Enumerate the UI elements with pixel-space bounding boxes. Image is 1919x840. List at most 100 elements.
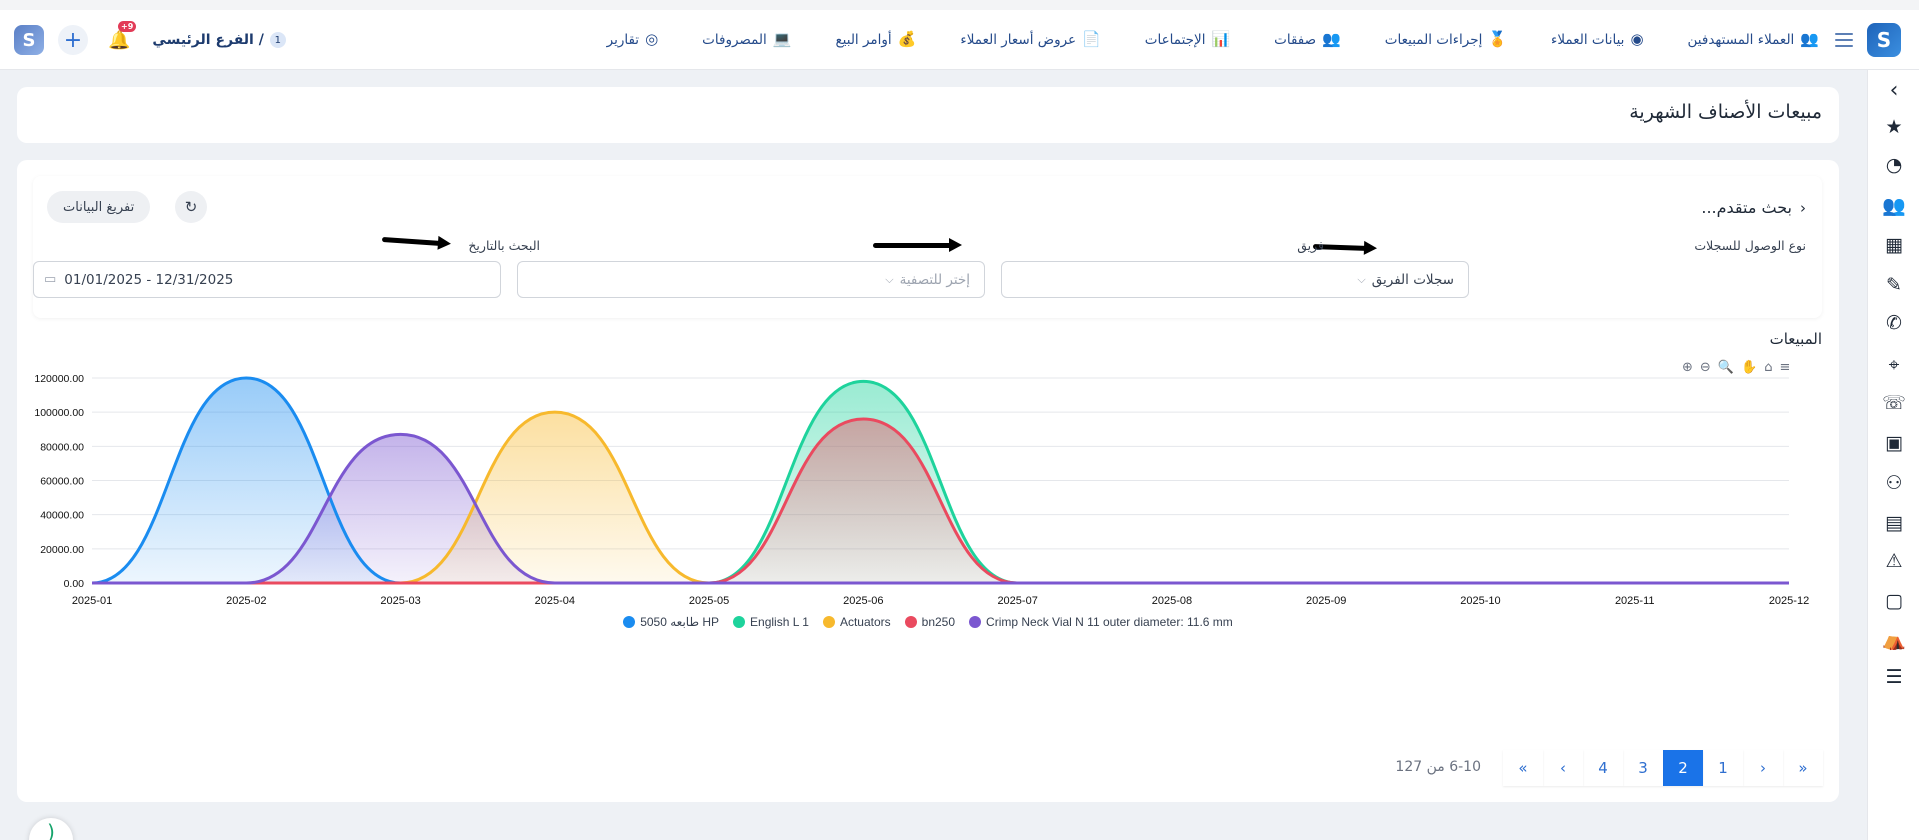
calendar-icon: ▭ (44, 272, 57, 287)
pagination: «‹ 1 2 3 4 ›» (1503, 750, 1823, 786)
chart-toolbar: ⊕ ⊖ 🔍 ✋ ⌂ ≡ (1682, 360, 1790, 375)
group-icon[interactable]: ⚇ (1885, 472, 1903, 494)
zoom-out-icon[interactable]: ⊖ (1699, 360, 1711, 375)
legend-label: English L 1 (750, 615, 809, 629)
y-tick-label: 100000.00 (34, 407, 84, 419)
menu-item-icon: 📄 (1082, 30, 1101, 48)
x-tick-label: 2025-01 (72, 595, 112, 607)
x-tick-label: 2025-06 (843, 595, 883, 607)
warning-icon[interactable]: ⚠ (1885, 550, 1903, 572)
video-icon[interactable]: ▢ (1885, 590, 1903, 612)
chevron-left-icon[interactable]: ‹ (1889, 78, 1899, 103)
home-icon[interactable]: ⌂ (1764, 360, 1773, 375)
dashboard-icon[interactable]: ◔ (1885, 154, 1903, 176)
chart-legend: 5050 طابعه HP English L 1 Actuators bn250 Cr… (17, 615, 1839, 629)
report-card: تفريغ البيانات ↻ ‹ بحث متقدم... نوع الوص… (17, 160, 1839, 802)
access-type-label: نوع الوصول للسجلات (1694, 238, 1806, 253)
menu-item-0[interactable]: 👥 العملاء المستهدفين (1688, 32, 1819, 48)
branch-label: الفرع الرئيسي / (152, 32, 264, 48)
y-tick-label: 80000.00 (40, 441, 84, 453)
branch-selector[interactable]: الفرع الرئيسي / 1 (152, 32, 286, 48)
y-tick-label: 60000.00 (40, 476, 84, 488)
menu-item-label: صفقات (1274, 31, 1317, 48)
support-fab-icon[interactable]: ) (29, 818, 73, 840)
x-tick-label: 2025-10 (1460, 595, 1500, 607)
menu-item-1[interactable]: ◉ بيانات العملاء (1551, 32, 1644, 48)
page-button-4[interactable]: 4 (1583, 750, 1623, 786)
legend-marker (904, 616, 917, 628)
y-tick-label: 120000.00 (34, 373, 84, 385)
document-icon[interactable]: ✎ (1886, 274, 1902, 296)
page-button-3[interactable]: 3 (1623, 750, 1663, 786)
menu-item-4[interactable]: 📊 الإجتماعات (1145, 32, 1230, 48)
legend-label: bn250 (921, 615, 956, 629)
star-icon[interactable]: ★ (1885, 116, 1903, 138)
legend-label: 5050 طابعه HP (640, 615, 720, 629)
app-logo[interactable]: S (1867, 22, 1901, 57)
bell-icon[interactable]: 🔔 +9 (108, 20, 137, 51)
menu-item-icon: 👥 (1322, 30, 1341, 48)
team-select[interactable]: إختر للتصفية ⌵ (517, 261, 985, 298)
annotation-arrow (381, 236, 443, 247)
next-page-button[interactable]: › (1543, 750, 1583, 786)
y-tick-label: 0.00 (64, 578, 85, 590)
menu-item-icon: 👥 (1800, 30, 1819, 48)
x-tick-label: 2025-02 (226, 595, 266, 607)
legend-item[interactable]: 5050 طابعه HP (623, 615, 719, 629)
menu-item-7[interactable]: 💻 المصروفات (702, 32, 791, 48)
date-range-input[interactable]: ▭ 01/01/2025 - 12/31/2025 (33, 261, 501, 298)
chart-menu-icon[interactable]: ≡ (1779, 360, 1791, 375)
x-tick-label: 2025-05 (689, 595, 729, 607)
secondary-logo-icon[interactable]: S (14, 25, 44, 55)
advanced-search-panel: تفريغ البيانات ↻ ‹ بحث متقدم... نوع الوص… (33, 176, 1822, 318)
legend-item[interactable]: Crimp Neck Vial N 11 outer diameter: 11.… (969, 615, 1233, 629)
first-page-button[interactable]: « (1783, 750, 1823, 786)
menu-item-6[interactable]: 💰 أوامر البيع (835, 32, 916, 48)
building-icon[interactable]: ▦ (1885, 234, 1903, 256)
last-page-button[interactable]: » (1503, 750, 1543, 786)
menu-item-label: تقارير (606, 31, 640, 48)
invoice-icon[interactable]: ☰ (1885, 666, 1903, 688)
pan-icon[interactable]: ✋ (1741, 360, 1758, 375)
menu-toggle-icon[interactable] (1835, 32, 1853, 47)
access-type-select[interactable]: سجلات الفريق ⌵ (1001, 261, 1469, 298)
menu-item-label: إجراءات المبيعات (1384, 31, 1483, 48)
legend-item[interactable]: English L 1 (733, 615, 809, 629)
chart-title: المبيعات (1769, 330, 1822, 348)
zoom-in-icon[interactable]: ⊕ (1682, 360, 1693, 375)
x-tick-label: 2025-03 (380, 595, 420, 607)
menu-item-2[interactable]: 🏅 إجراءات المبيعات (1385, 32, 1507, 48)
team-placeholder: إختر للتصفية (899, 271, 970, 288)
series-area-0 (92, 378, 1789, 583)
users-icon[interactable]: 👥 (1882, 195, 1906, 217)
target-icon[interactable]: ⌖ (1888, 354, 1900, 376)
page-button-1[interactable]: 1 (1703, 750, 1743, 786)
tent-icon[interactable]: ⛺ (1882, 629, 1906, 651)
menu-item-icon: ◉ (1630, 30, 1644, 48)
add-icon[interactable]: + (58, 25, 88, 55)
calendar-icon[interactable]: ▣ (1885, 432, 1903, 454)
money-icon[interactable]: ▤ (1885, 512, 1903, 534)
x-tick-label: 2025-04 (535, 595, 575, 607)
page-button-2[interactable]: 2 (1663, 750, 1703, 786)
pagination-range: 6-10 من 127 (1395, 759, 1481, 775)
menu-item-3[interactable]: 👥 صفقات (1274, 32, 1341, 48)
call-icon[interactable]: ☏ (1882, 392, 1906, 414)
x-tick-label: 2025-12 (1769, 595, 1809, 607)
export-data-button[interactable]: تفريغ البيانات (47, 191, 151, 223)
menu-item-icon: 📊 (1211, 30, 1231, 48)
advanced-search-toggle[interactable]: ‹ بحث متقدم... (1701, 198, 1806, 217)
menu-item-icon: 🏅 (1488, 30, 1508, 48)
phone-icon[interactable]: ✆ (1886, 312, 1902, 334)
menu-item-5[interactable]: 📄 عروض أسعار العملاء (960, 32, 1100, 48)
legend-item[interactable]: bn250 (904, 615, 956, 629)
legend-item[interactable]: Actuators (822, 615, 891, 629)
team-label: فريق (1297, 238, 1324, 253)
menu-item-label: العملاء المستهدفين (1687, 31, 1795, 48)
menu-item-8[interactable]: ◎ تقارير (607, 32, 659, 48)
prev-page-button[interactable]: ‹ (1743, 750, 1783, 786)
magnifier-icon[interactable]: 🔍 (1717, 360, 1734, 375)
refresh-icon[interactable]: ↻ (175, 191, 207, 223)
menu-item-label: بيانات العملاء (1551, 31, 1625, 48)
legend-marker (822, 616, 835, 628)
